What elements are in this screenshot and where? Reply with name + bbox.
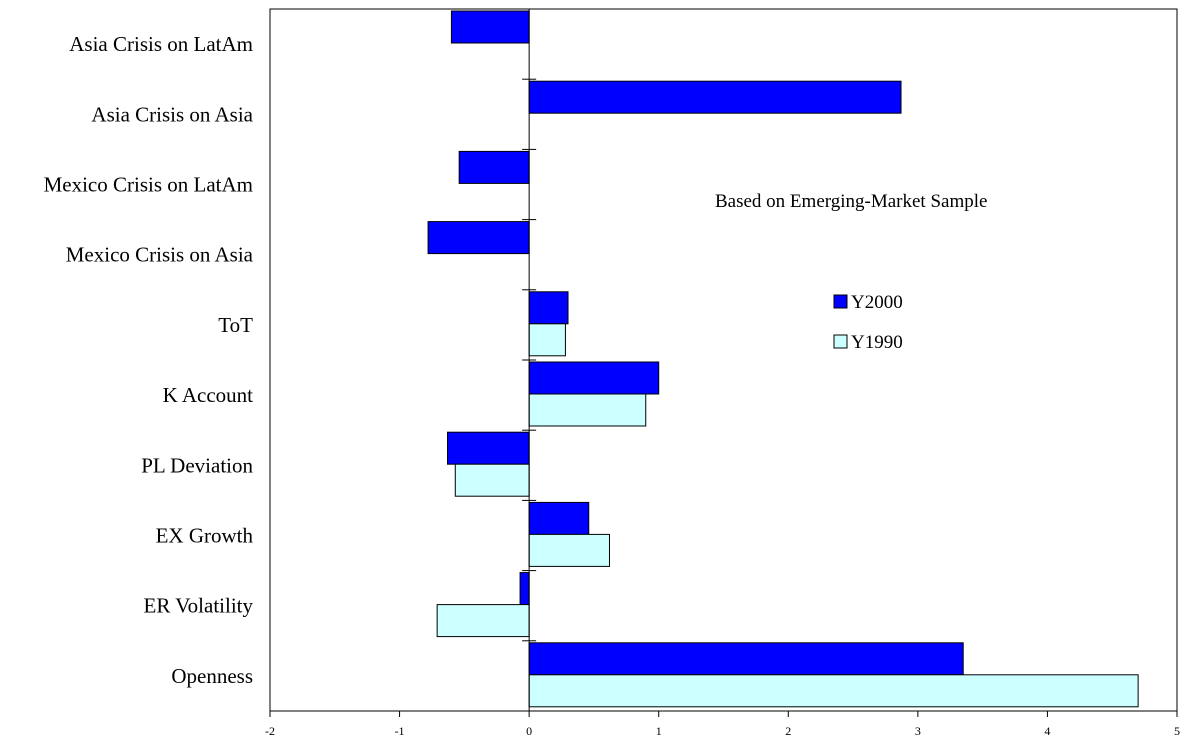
chart-annotation: Based on Emerging-Market Sample xyxy=(715,191,987,212)
x-tick-label-6: 4 xyxy=(1044,724,1050,738)
category-labels: Asia Crisis on LatAm Asia Crisis on Asia M… xyxy=(44,32,254,688)
legend-swatch-y2000 xyxy=(833,294,848,309)
category-label-7: EX Growth xyxy=(156,524,254,548)
legend-swatch-y1990 xyxy=(833,334,848,349)
bar-y1990-9 xyxy=(528,674,1139,708)
bar-y2000-2 xyxy=(458,150,530,184)
bar-y2000-9 xyxy=(528,642,964,676)
legend-label-y1990: Y1990 xyxy=(851,332,903,353)
legend-label-y2000: Y2000 xyxy=(851,292,903,313)
x-tick-label-3: 1 xyxy=(656,724,662,738)
bar-y1990-6 xyxy=(454,463,530,497)
bar-y2000-8 xyxy=(519,572,530,606)
category-label-2: Mexico Crisis on LatAm xyxy=(44,173,253,197)
bar-y2000-1 xyxy=(528,80,902,114)
bars-group xyxy=(427,10,1139,708)
x-tick-label-7: 5 xyxy=(1174,724,1180,738)
x-tick-label-4: 2 xyxy=(785,724,791,738)
category-label-5: K Account xyxy=(163,383,254,407)
category-label-0: Asia Crisis on LatAm xyxy=(69,32,253,56)
category-label-8: ER Volatility xyxy=(144,594,254,618)
x-tick-label-2: 0 xyxy=(526,724,532,738)
x-tick-label-1: -1 xyxy=(395,724,405,738)
bar-y1990-4 xyxy=(528,323,566,357)
x-tick-label-5: 3 xyxy=(915,724,921,738)
category-label-3: Mexico Crisis on Asia xyxy=(66,243,254,267)
category-label-4: ToT xyxy=(218,313,253,337)
bar-y1990-7 xyxy=(528,533,610,567)
bar-y2000-5 xyxy=(528,361,660,395)
bar-y2000-0 xyxy=(450,10,530,44)
bar-y1990-5 xyxy=(528,393,647,427)
legend: Y2000 Y1990 xyxy=(833,292,903,353)
plot-area xyxy=(269,8,1178,712)
x-tick-labels: -2 -1 0 1 2 3 4 5 xyxy=(265,724,1180,738)
category-label-9: Openness xyxy=(171,664,253,688)
bar-y1990-8 xyxy=(436,604,530,638)
category-label-1: Asia Crisis on Asia xyxy=(91,102,253,126)
x-tick-label-0: -2 xyxy=(265,724,275,738)
category-label-6: PL Deviation xyxy=(141,453,253,477)
bar-y2000-6 xyxy=(447,431,530,465)
bar-y2000-7 xyxy=(528,501,590,535)
bar-y2000-4 xyxy=(528,291,569,325)
bar-y2000-3 xyxy=(427,221,530,255)
